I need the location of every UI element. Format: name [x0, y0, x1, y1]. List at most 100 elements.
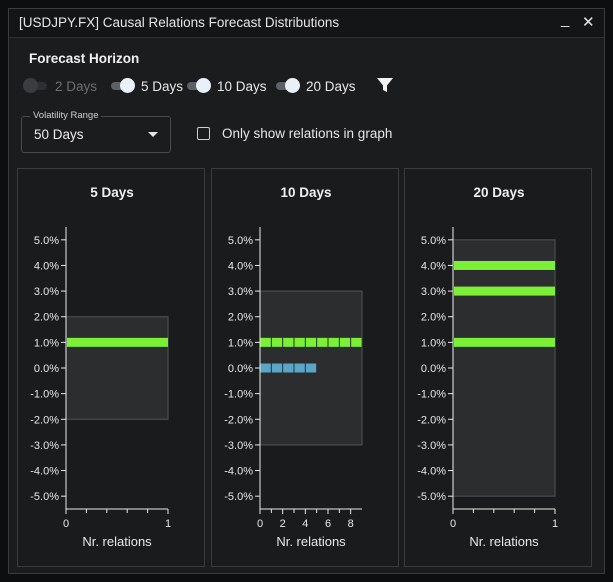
y-tick-label: -1.0% — [417, 389, 446, 401]
y-tick-label: 1.0% — [34, 337, 59, 349]
x-tick-label: 6 — [325, 518, 331, 530]
y-tick-label: -4.0% — [224, 466, 253, 478]
y-tick-label: -5.0% — [417, 491, 446, 503]
bar-segment — [328, 337, 339, 347]
chart-panel-5-days: 5 Days 5.0% 4.0% 3.0% 2.0% 1.0% 0.0% -1.0% -2.0%… — [17, 168, 205, 567]
filter-icon[interactable] — [376, 76, 394, 94]
y-tick-label: -4.0% — [30, 466, 59, 478]
x-tick-label: 8 — [348, 518, 354, 530]
chart-title: 5 Days — [90, 185, 134, 200]
y-tick-label: -2.0% — [417, 414, 446, 426]
y-tick-label: -2.0% — [224, 414, 253, 426]
bar-segment — [351, 337, 362, 347]
bar-segment — [317, 337, 328, 347]
y-tick-label: 0.0% — [228, 363, 253, 375]
bar — [67, 337, 168, 347]
bar-segment — [305, 363, 317, 373]
y-tick-label: 5.0% — [34, 235, 59, 247]
caret-down-icon — [148, 132, 158, 137]
y-tick-label: 0.0% — [421, 363, 446, 375]
y-tick-label: 3.0% — [34, 286, 59, 298]
y-tick-label: -5.0% — [30, 491, 59, 503]
bar — [454, 260, 555, 270]
only-show-relations-label: Only show relations in graph — [222, 126, 393, 141]
toggle-label: 2 Days — [55, 78, 98, 94]
chart-5-days: 5 Days 5.0% 4.0% 3.0% 2.0% 1.0% 0.0% -1.0% -2.0%… — [30, 185, 171, 549]
toggle-switch[interactable] — [185, 77, 211, 95]
bar-segment — [283, 337, 294, 347]
toggle-10-days[interactable]: 10 Days — [185, 77, 267, 95]
minimize-icon[interactable]: _ — [561, 11, 570, 28]
bar-segment — [260, 363, 271, 373]
bar-segment — [294, 337, 305, 347]
forecast-window: [USDJPY.FX] Causal Relations Forecast Di… — [8, 8, 605, 574]
x-tick-label: 0 — [450, 518, 456, 530]
x-tick-label: 4 — [302, 518, 308, 530]
y-tick-label: 1.0% — [421, 337, 446, 349]
toggle-label: 5 Days — [141, 78, 184, 94]
volatility-range-value: 50 Days — [34, 127, 84, 142]
x-tick-label: 0 — [257, 518, 263, 530]
y-tick-label: -1.0% — [224, 389, 253, 401]
chart-10-days: 10 Days 5.0% 4.0% 3.0% 2.0% 1.0% 0.0% -1.0% -2.0… — [224, 185, 363, 549]
window-title: [USDJPY.FX] Causal Relations Forecast Di… — [19, 15, 340, 30]
close-icon[interactable]: ✕ — [582, 14, 595, 31]
toggle-label: 20 Days — [306, 78, 356, 94]
chart-title: 20 Days — [473, 185, 524, 200]
bar-segment — [283, 363, 294, 373]
x-axis-label: Nr. relations — [82, 534, 152, 549]
y-tick-label: -2.0% — [30, 414, 59, 426]
chart-20-days: 20 Days 5.0% 4.0% 3.0% 2.0% 1.0% 0.0% -1.0% -2.0… — [417, 185, 558, 549]
y-tick-label: 4.0% — [421, 260, 446, 272]
y-tick-label: -4.0% — [417, 466, 446, 478]
y-tick-label: 2.0% — [421, 312, 446, 324]
toggle-5-days[interactable]: 5 Days — [109, 77, 183, 95]
title-bar[interactable]: [USDJPY.FX] Causal Relations Forecast Di… — [9, 9, 604, 38]
y-tick-label: 3.0% — [421, 286, 446, 298]
x-tick-label: 2 — [280, 518, 286, 530]
volatility-range-select[interactable]: Volatility Range 50 Days — [21, 110, 171, 153]
bar-segment — [271, 337, 283, 347]
y-tick-label: 2.0% — [228, 312, 253, 324]
bar-segment — [260, 337, 271, 347]
chart-panel-20-days: 20 Days 5.0% 4.0% 3.0% 2.0% 1.0% 0.0% -1.0% -2.0… — [404, 168, 592, 567]
toggle-label: 10 Days — [217, 78, 267, 94]
x-axis-label: Nr. relations — [469, 534, 539, 549]
y-tick-label: 1.0% — [228, 337, 253, 349]
x-tick-label: 1 — [552, 518, 558, 530]
x-axis-label: Nr. relations — [276, 534, 346, 549]
chart-panel-10-days: 10 Days 5.0% 4.0% 3.0% 2.0% 1.0% 0.0% -1.0% -2.0… — [211, 168, 399, 567]
distribution-range-box — [452, 239, 556, 497]
y-tick-label: 2.0% — [34, 312, 59, 324]
bar — [454, 286, 555, 296]
y-tick-label: 4.0% — [34, 260, 59, 272]
only-show-relations-checkbox[interactable]: Only show relations in graph — [197, 126, 392, 141]
distribution-range-box — [65, 316, 169, 420]
checkbox-box[interactable] — [197, 127, 210, 140]
y-tick-label: 0.0% — [34, 363, 59, 375]
bar-segment — [271, 363, 283, 373]
toggle-2-days[interactable]: 2 Days — [23, 77, 97, 95]
bar-segment — [305, 337, 317, 347]
toggle-switch[interactable] — [109, 77, 135, 95]
x-tick-label: 0 — [63, 518, 69, 530]
bar — [454, 337, 555, 347]
y-tick-label: 3.0% — [228, 286, 253, 298]
bar-segment — [339, 337, 351, 347]
y-tick-label: -3.0% — [224, 440, 253, 452]
y-tick-label: -5.0% — [224, 491, 253, 503]
forecast-horizon-label: Forecast Horizon — [29, 51, 140, 66]
y-tick-label: -3.0% — [417, 440, 446, 452]
toggle-20-days[interactable]: 20 Days — [274, 77, 356, 95]
y-tick-label: -1.0% — [30, 389, 59, 401]
y-tick-label: 5.0% — [228, 235, 253, 247]
x-tick-label: 1 — [165, 518, 171, 530]
bar-segment — [294, 363, 305, 373]
y-tick-label: 5.0% — [421, 235, 446, 247]
toggle-switch[interactable] — [23, 77, 49, 95]
toggle-switch[interactable] — [274, 77, 300, 95]
chart-title: 10 Days — [280, 185, 331, 200]
y-tick-label: 4.0% — [228, 260, 253, 272]
y-tick-label: -3.0% — [30, 440, 59, 452]
volatility-range-legend: Volatility Range — [30, 110, 102, 121]
